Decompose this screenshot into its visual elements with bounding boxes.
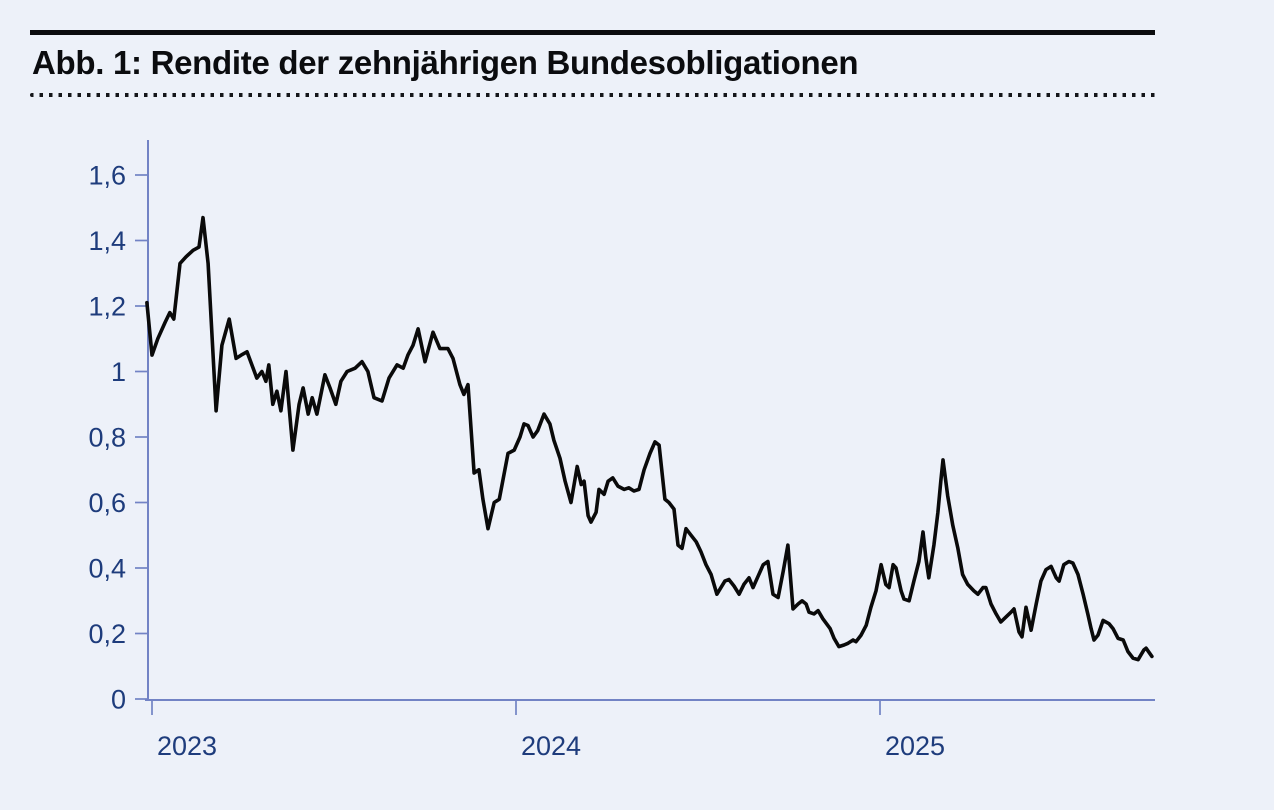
- y-tick-label: 0: [111, 684, 126, 714]
- y-tick-label: 1,6: [88, 160, 126, 190]
- y-tick-label: 1,4: [88, 226, 126, 256]
- title-top-rule: [30, 30, 1155, 35]
- y-tick-label: 0,4: [88, 553, 126, 583]
- y-tick-label: 1,2: [88, 291, 126, 321]
- title-dotted-rule: [30, 93, 1156, 97]
- y-tick-label: 1: [111, 357, 126, 387]
- y-tick-label: 0,8: [88, 422, 126, 452]
- series-line: [145, 215, 1154, 662]
- x-tick-label: 2025: [885, 731, 945, 761]
- x-tick-label: 2024: [521, 731, 581, 761]
- y-tick-label: 0,2: [88, 619, 126, 649]
- x-tick-label: 2023: [157, 731, 217, 761]
- figure-title: Abb. 1: Rendite der zehnjährigen Bundeso…: [32, 44, 859, 81]
- y-tick-label: 0,6: [88, 488, 126, 518]
